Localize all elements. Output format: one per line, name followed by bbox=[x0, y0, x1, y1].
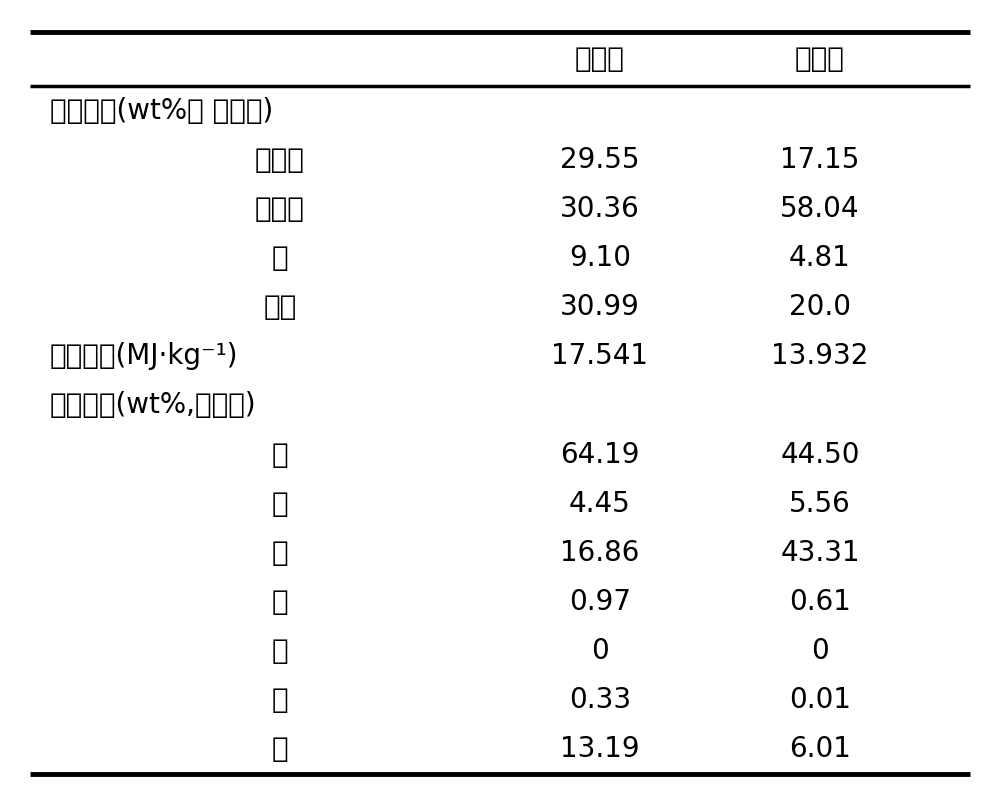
Text: 30.36: 30.36 bbox=[560, 195, 640, 223]
Text: 硫: 硫 bbox=[272, 686, 288, 714]
Text: 6.01: 6.01 bbox=[789, 736, 851, 764]
Text: 氮: 氮 bbox=[272, 588, 288, 616]
Text: 高位热値(MJ·kg⁻¹): 高位热値(MJ·kg⁻¹) bbox=[50, 342, 239, 370]
Text: 43.31: 43.31 bbox=[780, 539, 860, 567]
Text: 44.50: 44.50 bbox=[780, 440, 860, 468]
Text: 17.541: 17.541 bbox=[552, 342, 648, 370]
Text: 0.01: 0.01 bbox=[789, 686, 851, 714]
Text: 氯: 氯 bbox=[272, 637, 288, 666]
Text: 13.19: 13.19 bbox=[560, 736, 640, 764]
Text: 58.04: 58.04 bbox=[780, 195, 860, 223]
Text: 0.61: 0.61 bbox=[789, 588, 851, 616]
Text: 灰: 灰 bbox=[272, 244, 288, 272]
Text: 0: 0 bbox=[811, 637, 829, 666]
Text: 挥发份: 挥发份 bbox=[255, 195, 305, 223]
Text: 9.10: 9.10 bbox=[569, 244, 631, 272]
Text: 5.56: 5.56 bbox=[789, 490, 851, 518]
Text: 0.97: 0.97 bbox=[569, 588, 631, 616]
Text: 17.15: 17.15 bbox=[780, 146, 860, 174]
Text: 4.81: 4.81 bbox=[789, 244, 851, 272]
Text: 0: 0 bbox=[591, 637, 609, 666]
Text: 氧: 氧 bbox=[272, 539, 288, 567]
Text: 工业分析(wt%， 接收基): 工业分析(wt%， 接收基) bbox=[50, 97, 273, 124]
Text: 4.45: 4.45 bbox=[569, 490, 631, 518]
Text: 13.932: 13.932 bbox=[771, 342, 869, 370]
Text: 元素分析(wt%,接收基): 元素分析(wt%,接收基) bbox=[50, 392, 257, 420]
Text: 湿份: 湿份 bbox=[263, 293, 297, 321]
Text: 碳: 碳 bbox=[272, 440, 288, 468]
Text: 固定碳: 固定碳 bbox=[255, 146, 305, 174]
Text: 16.86: 16.86 bbox=[560, 539, 640, 567]
Text: 氢: 氢 bbox=[272, 490, 288, 518]
Text: 30.99: 30.99 bbox=[560, 293, 640, 321]
Text: 20.0: 20.0 bbox=[789, 293, 851, 321]
Text: 29.55: 29.55 bbox=[560, 146, 640, 174]
Text: 低阶煤: 低阶煤 bbox=[575, 45, 625, 73]
Text: 0.33: 0.33 bbox=[569, 686, 631, 714]
Text: 64.19: 64.19 bbox=[560, 440, 640, 468]
Text: 生物质: 生物质 bbox=[795, 45, 845, 73]
Text: 灰: 灰 bbox=[272, 736, 288, 764]
